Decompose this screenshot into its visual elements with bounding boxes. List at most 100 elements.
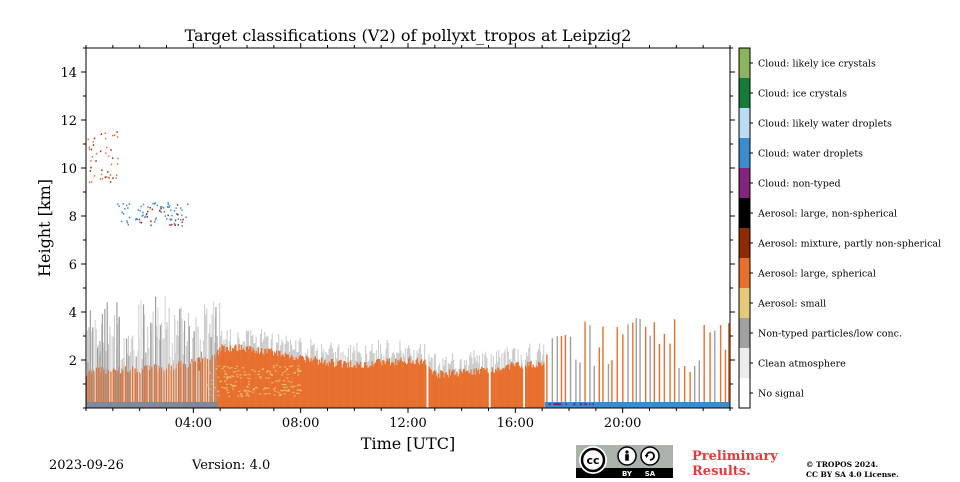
- non-typed-column: [391, 353, 393, 363]
- aerosol-column: [414, 364, 416, 408]
- non-typed-column: [220, 336, 222, 352]
- non-typed-column: [166, 322, 168, 368]
- non-typed-column: [89, 328, 91, 370]
- aerosol-column: [233, 348, 235, 408]
- aerosol-column: [302, 357, 305, 408]
- aerosol-column: [209, 359, 211, 408]
- non-typed-column: [163, 338, 165, 372]
- aerosol-column: [339, 360, 341, 408]
- non-typed-column: [286, 341, 288, 355]
- aerosol-column: [333, 366, 336, 408]
- non-typed-column: [434, 353, 436, 372]
- small-aerosol-pixel: [236, 365, 239, 367]
- non-typed-column: [449, 364, 451, 376]
- non-typed-column: [197, 326, 199, 358]
- non-typed-streak: [193, 331, 195, 408]
- cloud-pixel: [120, 220, 123, 223]
- cloud-pixel: [142, 211, 144, 214]
- small-aerosol-pixel: [293, 395, 296, 397]
- non-typed-streak: [147, 355, 149, 408]
- aerosol-spike: [698, 360, 700, 404]
- aerosol-column: [464, 371, 467, 408]
- y-tick-label: 14: [60, 66, 77, 81]
- aerosol-column: [178, 362, 180, 408]
- non-typed-column: [243, 341, 245, 350]
- aerosol-column: [514, 366, 516, 408]
- aerosol-column: [324, 359, 326, 408]
- aerosol-column: [487, 372, 489, 408]
- small-aerosol-pixel: [223, 370, 226, 372]
- cloud-pixel: [167, 206, 169, 208]
- cloud-pixel: [104, 137, 107, 140]
- non-typed-column: [464, 365, 466, 372]
- non-typed-column: [367, 361, 369, 368]
- small-aerosol-pixel: [277, 380, 280, 383]
- small-aerosol-pixel: [278, 379, 281, 381]
- non-typed-column: [311, 345, 313, 362]
- aerosol-spike: [724, 349, 727, 404]
- non-typed-streak: [171, 343, 174, 408]
- non-typed-streak: [174, 319, 176, 408]
- colorbar-label: Aerosol: large, non-spherical: [757, 209, 897, 220]
- cloud-pixel: [181, 221, 183, 224]
- cloud-pixel: [90, 160, 92, 162]
- small-aerosol-pixel: [291, 386, 294, 388]
- cloud-pixel: [175, 207, 177, 209]
- aerosol-column: [283, 356, 285, 408]
- small-aerosol-pixel: [279, 366, 282, 368]
- non-typed-column: [199, 339, 201, 363]
- aerosol-column: [91, 373, 93, 408]
- cloud-non-typed-pixel: [557, 403, 559, 406]
- aerosol-column: [521, 368, 524, 408]
- small-aerosol-pixel: [283, 389, 286, 391]
- small-aerosol-pixel: [230, 375, 233, 377]
- non-typed-column: [478, 355, 480, 374]
- aerosol-column: [415, 359, 417, 408]
- cloud-pixel: [90, 148, 93, 151]
- aerosol-column: [253, 350, 255, 408]
- small-aerosol-pixel: [224, 365, 227, 368]
- small-aerosol-pixel: [225, 387, 228, 389]
- non-typed-column: [385, 348, 387, 362]
- aerosol-column: [543, 362, 545, 408]
- non-typed-column: [245, 330, 247, 347]
- non-typed-column: [178, 336, 180, 363]
- non-typed-column: [475, 361, 477, 368]
- small-aerosol-pixel: [226, 376, 229, 378]
- small-aerosol-pixel: [269, 373, 272, 375]
- aerosol-column: [278, 350, 280, 408]
- aerosol-column: [492, 372, 495, 408]
- colorbar-swatch: [739, 168, 750, 198]
- aerosol-column: [341, 367, 343, 408]
- cloud-non-typed-pixel: [573, 403, 575, 406]
- small-aerosol-pixel: [251, 391, 254, 393]
- non-typed-column: [275, 342, 278, 351]
- non-typed-column: [370, 350, 372, 366]
- aerosol-spike: [584, 321, 586, 404]
- aerosol-column: [143, 365, 146, 408]
- aerosol-column: [452, 369, 454, 408]
- small-aerosol-pixel: [206, 383, 209, 385]
- aerosol-column: [272, 355, 275, 408]
- cloud-pixel: [110, 149, 112, 151]
- cloud-pixel: [147, 206, 149, 208]
- cloud-pixel: [166, 218, 168, 220]
- non-typed-column: [241, 344, 243, 350]
- non-typed-column: [420, 354, 422, 359]
- cloud-pixel: [154, 218, 157, 221]
- cloud-pixel: [142, 203, 145, 206]
- cloud-non-typed-pixel: [584, 403, 586, 406]
- aerosol-column: [453, 369, 455, 408]
- small-aerosol-pixel: [293, 385, 296, 387]
- non-typed-column: [517, 349, 519, 362]
- aerosol-column: [401, 361, 403, 408]
- cloud-pixel: [177, 218, 180, 220]
- non-typed-column: [316, 348, 318, 360]
- aerosol-column: [520, 366, 523, 408]
- aerosol-spike: [564, 335, 567, 404]
- non-typed-streak: [198, 370, 200, 408]
- aerosol-column: [344, 361, 347, 408]
- colorbar-frame: [738, 47, 751, 409]
- non-typed-column: [353, 346, 355, 366]
- aerosol-spike: [663, 333, 666, 404]
